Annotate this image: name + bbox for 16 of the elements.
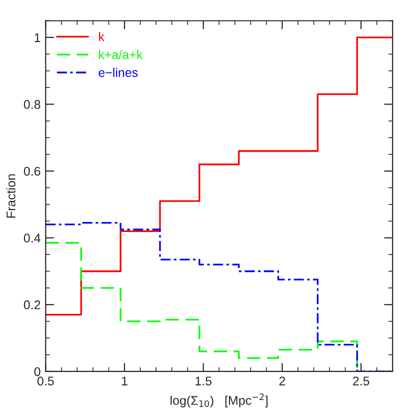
y-axis-title: Fraction	[6, 174, 16, 218]
y-tick-label: 0.6	[24, 166, 40, 176]
x-tick-label: 0.5	[37, 376, 54, 386]
y-tick-label: 0.2	[24, 300, 40, 310]
x-tick-label: 1	[122, 376, 128, 386]
legend-label: k+a/a+k	[98, 50, 143, 60]
x-tick-label: 2.5	[352, 376, 370, 386]
y-tick-label: 0	[34, 367, 40, 376]
x-axis-title: log(Σ$_{10}$) [Mpc$^{−2}$]	[170, 393, 268, 408]
y-tick-label: 0.8	[24, 100, 40, 109]
x-tick-label: 2	[279, 376, 286, 386]
y-tick-label: 1	[34, 33, 40, 42]
legend-label: e−lines	[98, 68, 138, 77]
legend-label: k	[98, 32, 104, 42]
y-tick-label: 0.4	[24, 234, 40, 242]
x-tick-label: 1.5	[196, 376, 212, 386]
